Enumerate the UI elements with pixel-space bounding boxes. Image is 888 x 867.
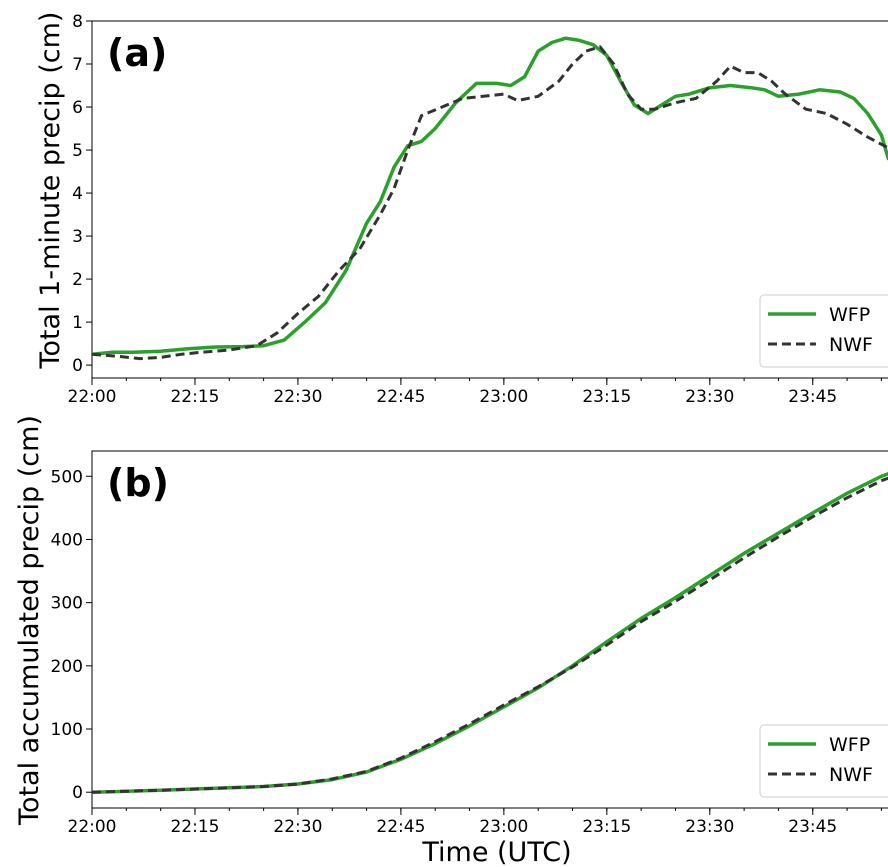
legend-label-wfp-b: WFP — [829, 734, 870, 756]
panel-label-a: (a) — [107, 31, 167, 75]
x-tick-label: 23:45 — [788, 817, 837, 837]
y-tick-label: 100 — [51, 720, 83, 740]
y-axis-label-b: Total accumulated precip (cm) — [14, 415, 45, 826]
y-ticks-a: 0 1 2 3 4 5 6 7 8 — [72, 12, 92, 376]
y-tick-label: 400 — [51, 530, 83, 550]
x-tick-label: 23:15 — [582, 387, 631, 407]
y-tick-label: 1 — [72, 313, 83, 333]
y-tick-label: 7 — [72, 55, 83, 75]
x-tick-label: 22:15 — [170, 817, 219, 837]
x-tick-label: 23:45 — [788, 387, 837, 407]
y-tick-label: 4 — [72, 184, 83, 204]
panel-a: 0 1 2 3 4 5 6 7 8 22:00 22:15 22:30 22:45 23:00 23:15… — [35, 12, 888, 407]
legend-label-nwf-b: NWF — [829, 764, 873, 786]
series-line-wfp — [92, 36, 888, 357]
x-axis-label-b: Time (UTC) — [421, 837, 571, 867]
legend-b: WFP NWF — [759, 724, 888, 798]
x-tick-label: 22:00 — [68, 387, 117, 407]
x-tick-label: 23:30 — [685, 387, 734, 407]
x-tick-label: 22:15 — [170, 387, 219, 407]
y-tick-label: 500 — [51, 467, 83, 487]
x-tick-label: 23:00 — [479, 387, 528, 407]
y-tick-label: 2 — [72, 270, 83, 290]
x-tick-label: 22:45 — [376, 387, 425, 407]
panel-label-b: (b) — [107, 461, 169, 505]
x-tick-label: 23:15 — [582, 817, 631, 837]
y-tick-label: 0 — [72, 783, 83, 803]
x-tick-label: 22:45 — [376, 817, 425, 837]
x-tick-label: 22:00 — [68, 817, 117, 837]
series-b — [92, 471, 888, 794]
series-line-nwf — [92, 45, 888, 361]
x-ticks-b: 22:00 22:15 22:30 22:45 23:00 23:15 23:30 23:45 — [68, 808, 882, 837]
y-tick-label: 0 — [72, 356, 83, 376]
x-tick-label: 23:30 — [685, 817, 734, 837]
plot-area-a — [91, 20, 888, 379]
series-a — [92, 36, 888, 361]
x-tick-label: 22:30 — [273, 817, 322, 837]
y-tick-label: 5 — [72, 141, 83, 161]
plot-area-b — [91, 450, 888, 809]
y-tick-label: 8 — [72, 12, 83, 32]
series-line-nwf — [92, 476, 888, 794]
legend-a: WFP NWF — [759, 294, 888, 368]
y-tick-label: 3 — [72, 227, 83, 247]
y-ticks-b: 0 100 200 300 400 500 — [51, 467, 92, 803]
panel-b: 0 100 200 300 400 500 22:00 22:15 22:30 22:45 23:… — [14, 415, 888, 867]
legend-label-wfp-a: WFP — [829, 304, 870, 326]
y-tick-label: 300 — [51, 594, 83, 614]
y-tick-label: 6 — [72, 98, 83, 118]
y-tick-label: 200 — [51, 657, 83, 677]
x-tick-label: 22:30 — [273, 387, 322, 407]
x-tick-label: 23:00 — [479, 817, 528, 837]
y-axis-label-a: Total 1-minute precip (cm) — [35, 12, 66, 370]
x-ticks-a: 22:00 22:15 22:30 22:45 23:00 23:15 23:30 23:45 — [68, 378, 882, 407]
legend-label-nwf-a: NWF — [829, 334, 873, 356]
